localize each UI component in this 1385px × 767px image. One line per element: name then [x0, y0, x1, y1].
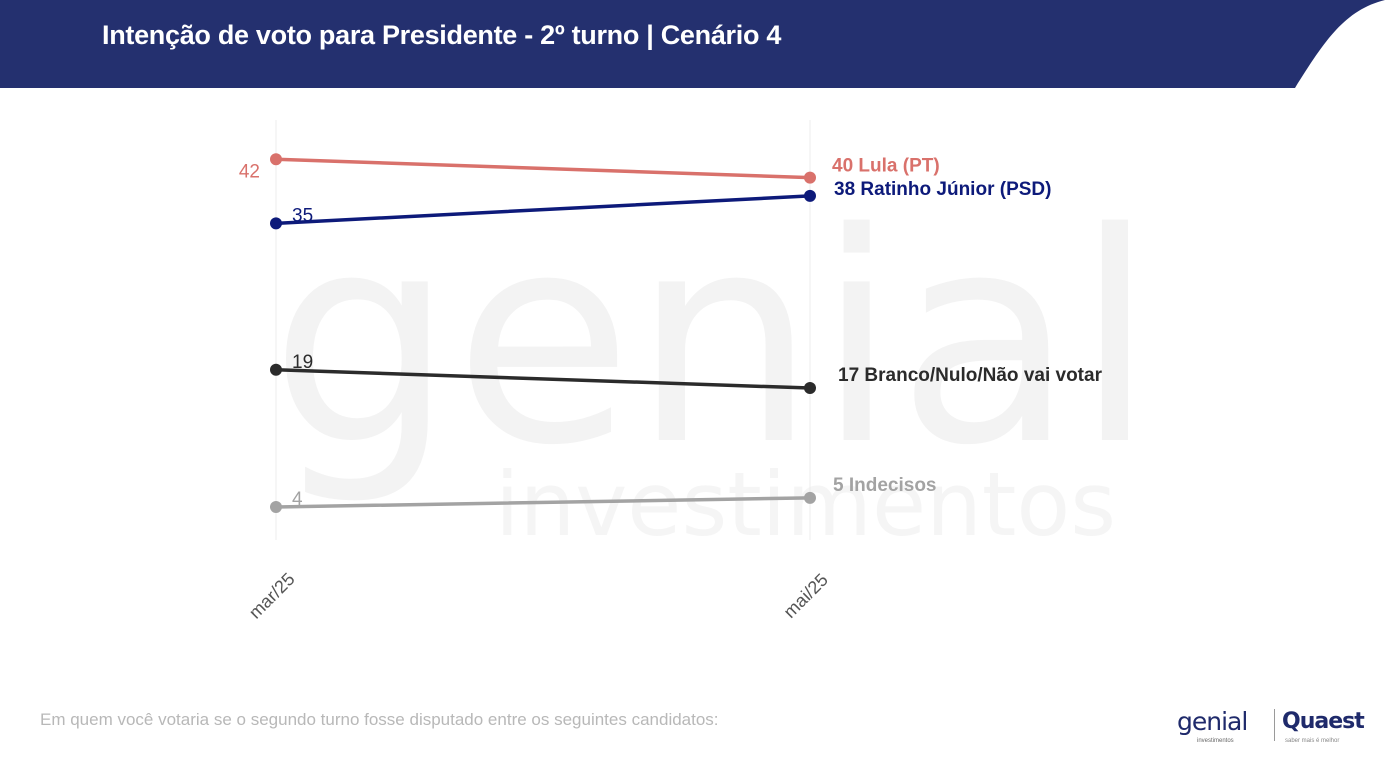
- data-label-end: 5 Indecisos: [833, 475, 937, 496]
- header-banner-shape: [0, 0, 1385, 88]
- data-label-end: 40 Lula (PT): [832, 156, 940, 177]
- genial-logo-sub: investimentos: [1197, 738, 1234, 744]
- quaest-logo: Quaest: [1282, 709, 1365, 734]
- x-tick-label: mai/25: [780, 570, 832, 622]
- data-point: [270, 501, 282, 513]
- data-label-end: 17 Branco/Nulo/Não vai votar: [838, 365, 1103, 386]
- data-label-start: 19: [292, 352, 313, 373]
- series-line-2: [274, 368, 812, 390]
- data-point: [804, 382, 816, 395]
- series-line-3: [274, 496, 812, 509]
- data-point: [270, 153, 282, 166]
- data-point: [270, 363, 282, 376]
- data-label-end: 38 Ratinho Júnior (PSD): [834, 179, 1051, 200]
- x-tick-label: mar/25: [245, 569, 299, 623]
- data-point: [804, 491, 816, 504]
- genial-logo: genial: [1177, 707, 1248, 736]
- series-line-0: [274, 157, 812, 180]
- data-label-start: 35: [292, 205, 313, 226]
- page-title: Intenção de voto para Presidente - 2º tu…: [102, 20, 782, 50]
- data-point: [270, 217, 282, 230]
- header-banner: Intenção de voto para Presidente - 2º tu…: [0, 0, 1385, 88]
- data-label-start: 42: [239, 161, 260, 182]
- data-point: [804, 171, 816, 184]
- logo-divider: [1274, 709, 1275, 741]
- footer-logos: genial investimentos Quaest saber mais é…: [1175, 703, 1370, 748]
- series-line-1: [274, 194, 812, 226]
- data-label-start: 4: [292, 489, 303, 510]
- data-point: [804, 189, 816, 202]
- footnote: Em quem você votaria se o segundo turno …: [40, 710, 719, 729]
- quaest-logo-sub: saber mais é melhor: [1285, 738, 1340, 744]
